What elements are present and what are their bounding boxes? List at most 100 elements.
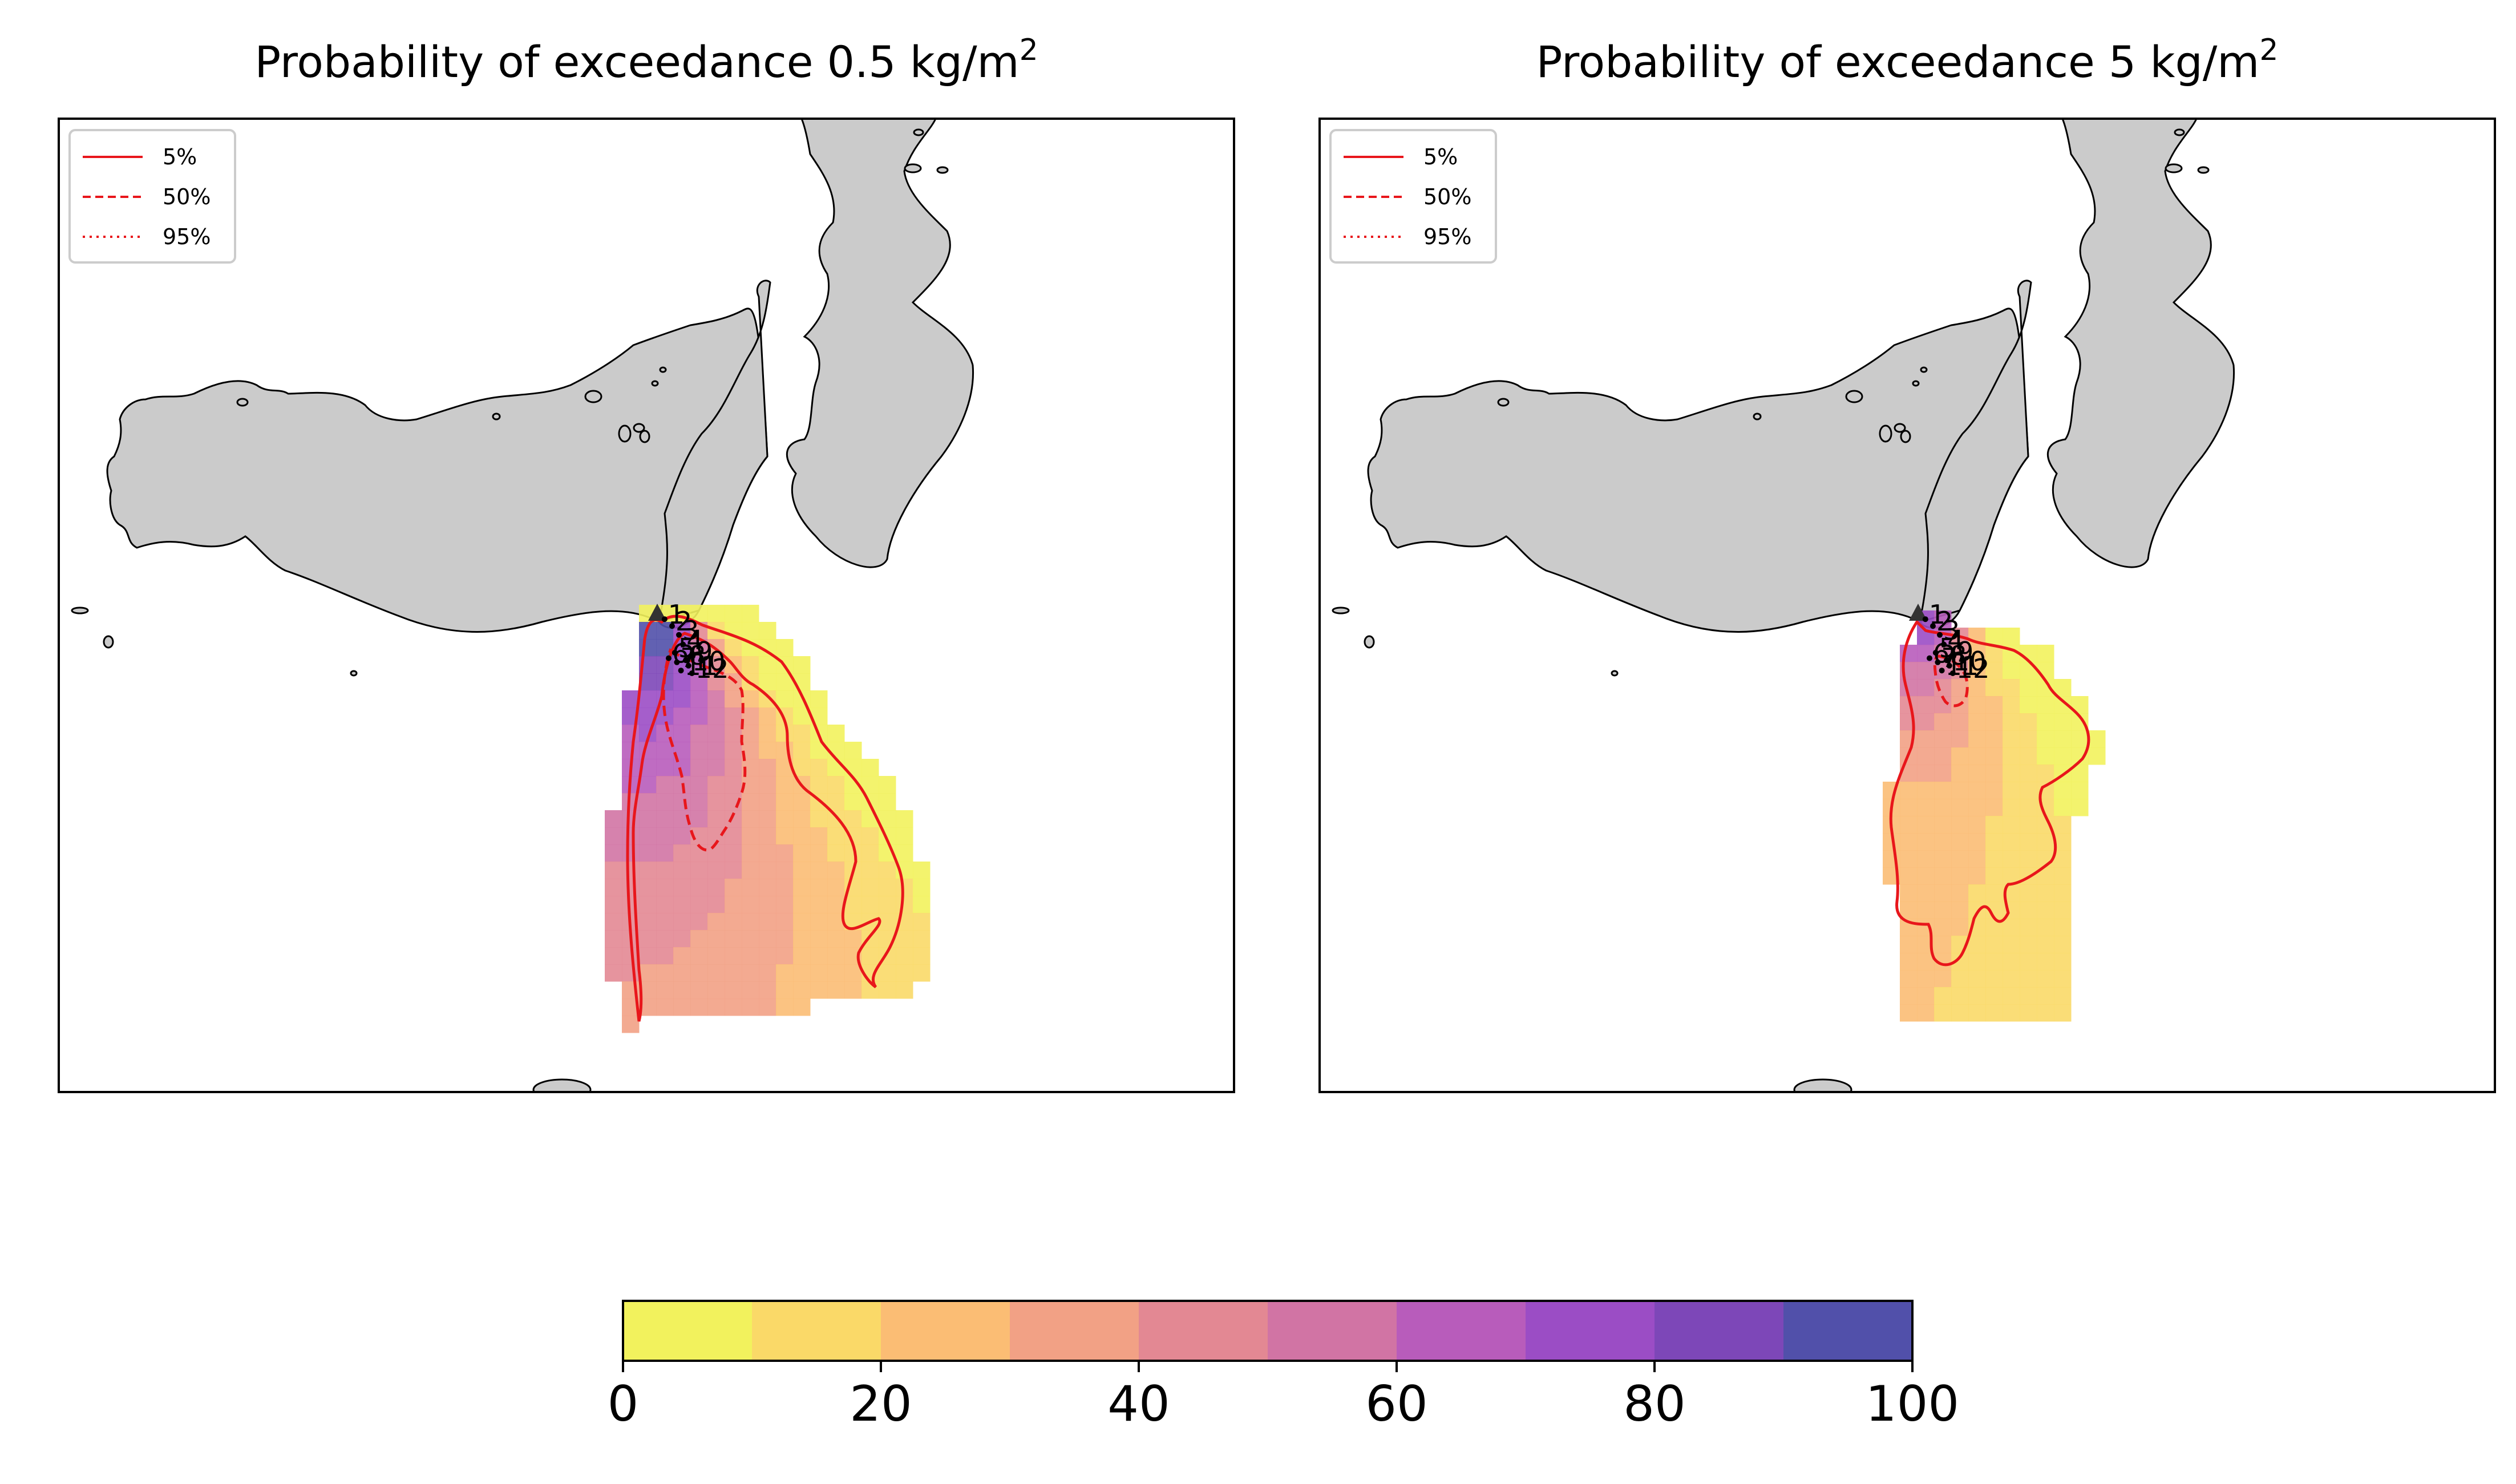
vent-marker <box>648 604 666 621</box>
grid-cell <box>725 998 742 1016</box>
grid-cell <box>793 981 811 999</box>
grid-cell <box>690 981 708 999</box>
grid-cell <box>759 725 776 742</box>
grid-cell <box>2054 901 2072 919</box>
grid-cell <box>1934 936 1952 953</box>
grid-cell <box>742 707 759 725</box>
grid-cell <box>1985 987 2003 1005</box>
vent-point <box>666 655 672 661</box>
grid-cell <box>896 981 913 999</box>
grid-cell <box>1968 987 1986 1005</box>
grid-cell <box>1985 713 2003 731</box>
panel-exceedance-5: Probability of exceedance 5 kg/m2 <box>1318 33 2496 1093</box>
grid-cell <box>2003 953 2020 971</box>
grid-cell <box>707 844 725 862</box>
grid-cell <box>673 947 691 965</box>
grid-cell <box>759 742 776 759</box>
grid-cell <box>776 776 794 794</box>
colorbar-bin-30-40 <box>1010 1301 1139 1361</box>
grid-cell <box>759 673 776 691</box>
grid-cell <box>656 879 674 896</box>
grid-cell <box>2020 747 2037 765</box>
grid-cell <box>622 964 640 982</box>
contour-5pct <box>626 614 904 1022</box>
vent-point <box>1927 655 1932 661</box>
grid-cell <box>861 827 879 845</box>
grid-cell <box>673 896 691 913</box>
vent-point <box>1922 616 1928 622</box>
vent-point <box>678 668 684 674</box>
grid-cell <box>725 913 742 931</box>
grid-cell <box>725 690 742 708</box>
grid-cell <box>896 810 913 828</box>
grid-cell <box>656 742 674 759</box>
grid-cell <box>2020 987 2037 1005</box>
grid-cell <box>742 690 759 708</box>
grid-cell <box>827 879 845 896</box>
colorbar-bin-20-30 <box>881 1301 1010 1361</box>
contour-5pct <box>1889 620 2090 967</box>
grid-cell <box>673 844 691 862</box>
grid-cell <box>656 913 674 931</box>
grid-cell <box>639 827 657 845</box>
grid-cell <box>1934 850 1952 868</box>
grid-cell <box>2054 953 2072 971</box>
grid-cell <box>690 913 708 931</box>
grid-cell <box>1917 662 1935 680</box>
grid-cell <box>776 947 794 965</box>
vent-point <box>1935 659 1941 665</box>
grid-cell <box>879 964 896 982</box>
grid-cell <box>742 930 759 948</box>
grid-cell <box>2003 679 2020 697</box>
grid-cell <box>725 759 742 777</box>
vent-point <box>672 650 678 656</box>
calabria-land <box>2046 119 2235 568</box>
grid-cell <box>2037 987 2054 1005</box>
grid-cell <box>776 742 794 759</box>
grid-cell <box>742 981 759 999</box>
vent-point <box>661 616 668 622</box>
grid-cell <box>827 930 845 948</box>
grid-cell <box>707 810 725 828</box>
grid-cell <box>656 896 674 913</box>
grid-cell <box>1934 747 1952 765</box>
colorbar-tick-label: 40 <box>1107 1376 1170 1433</box>
grid-cell <box>1968 765 1986 782</box>
grid-cell <box>656 793 674 811</box>
vent-point <box>1944 657 1949 664</box>
grid-cell <box>2071 730 2089 748</box>
grid-cell <box>861 759 879 777</box>
grid-cell <box>2003 970 2020 988</box>
colorbar-tick-label: 0 <box>608 1376 639 1433</box>
grid-cell <box>2020 919 2037 936</box>
grid-cell <box>776 810 794 828</box>
grid-cell <box>725 964 742 982</box>
grid-cell <box>2088 730 2106 748</box>
grid-cell <box>810 810 828 828</box>
grid-cell <box>639 964 657 982</box>
grid-cell <box>896 930 913 948</box>
grid-cell <box>1985 747 2003 765</box>
grid-cell <box>810 827 828 845</box>
grid-cell <box>1985 833 2003 851</box>
grid-cell <box>707 862 725 879</box>
grid-cell <box>1934 713 1952 731</box>
grid-cell <box>1951 901 1969 919</box>
grid-cell <box>913 913 931 931</box>
map-frame <box>58 118 1235 1093</box>
grid-cell <box>707 947 725 965</box>
grid-cell <box>2003 747 2020 765</box>
grid-cell <box>759 656 776 674</box>
grid-cell <box>2003 1004 2020 1022</box>
grid-cell <box>896 896 913 913</box>
colorbar-frame <box>622 1300 1914 1362</box>
grid-cell <box>742 622 759 640</box>
grid-cell <box>759 759 776 777</box>
grid-cell <box>1985 730 2003 748</box>
probability-grid <box>605 605 931 1033</box>
grid-cell <box>2020 953 2037 971</box>
grid-cell <box>1951 816 1969 834</box>
grid-cell <box>605 879 622 896</box>
grid-cell <box>827 776 845 794</box>
grid-cell <box>1951 765 1969 782</box>
